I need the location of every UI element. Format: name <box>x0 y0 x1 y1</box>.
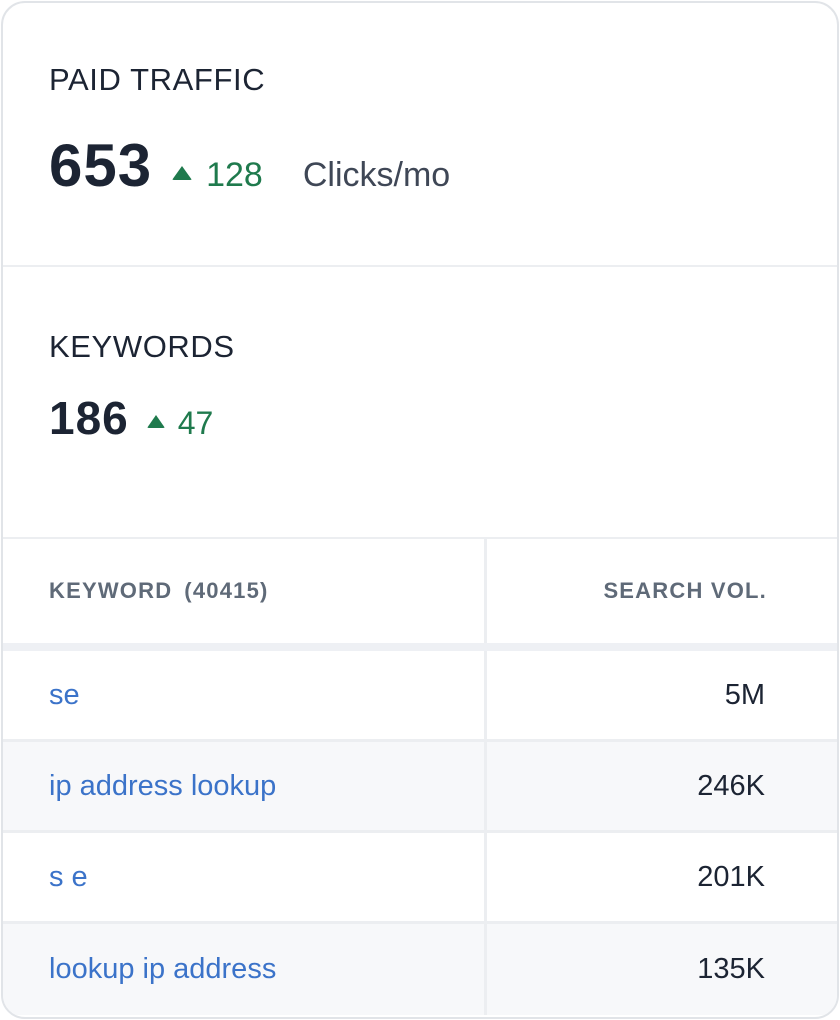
table-row: ip address lookup 246K <box>3 742 837 833</box>
column-header-search-volume[interactable]: SEARCH VOL. <box>603 578 767 603</box>
keyword-link[interactable]: lookup ip address <box>3 924 487 1015</box>
keyword-link[interactable]: s e <box>3 833 487 921</box>
paid-traffic-title: PAID TRAFFIC <box>49 62 266 97</box>
paid-traffic-metric: 653 128 Clicks/mo <box>49 131 450 200</box>
keywords-value: 186 <box>49 392 129 444</box>
keywords-delta: 47 <box>146 405 214 442</box>
search-volume-value: 5M <box>724 678 765 711</box>
triangle-up-icon <box>172 166 193 180</box>
table-row: s e 201K <box>3 833 837 924</box>
paid-traffic-value: 653 <box>49 132 153 199</box>
column-header-keyword[interactable]: KEYWORD (40415) <box>3 539 487 643</box>
table-row: se 5M <box>3 651 837 742</box>
triangle-up-icon <box>146 415 165 428</box>
paid-traffic-unit: Clicks/mo <box>302 156 451 194</box>
paid-traffic-delta: 128 <box>172 156 263 195</box>
search-volume-value: 201K <box>697 860 765 893</box>
column-header-keyword-label: KEYWORD <box>49 578 173 603</box>
keywords-title: KEYWORDS <box>49 329 235 364</box>
keywords-metric: 186 47 <box>49 391 213 445</box>
table-header: KEYWORD (40415) SEARCH VOL. <box>3 537 837 651</box>
paid-traffic-section: PAID TRAFFIC 653 128 Clicks/mo <box>3 3 837 265</box>
keyword-link[interactable]: se <box>3 651 487 739</box>
keywords-delta-value: 47 <box>177 405 214 441</box>
table-row: lookup ip address 135K <box>3 924 837 1015</box>
keywords-table: KEYWORD (40415) SEARCH VOL. se 5M ip add… <box>3 537 837 1015</box>
keyword-link[interactable]: ip address lookup <box>3 742 487 830</box>
keywords-section: KEYWORDS 186 47 <box>3 265 837 537</box>
search-volume-value: 135K <box>697 953 765 985</box>
search-volume-value: 246K <box>697 769 765 802</box>
paid-traffic-delta-value: 128 <box>206 156 263 194</box>
column-header-keyword-count: (40415) <box>184 578 269 603</box>
